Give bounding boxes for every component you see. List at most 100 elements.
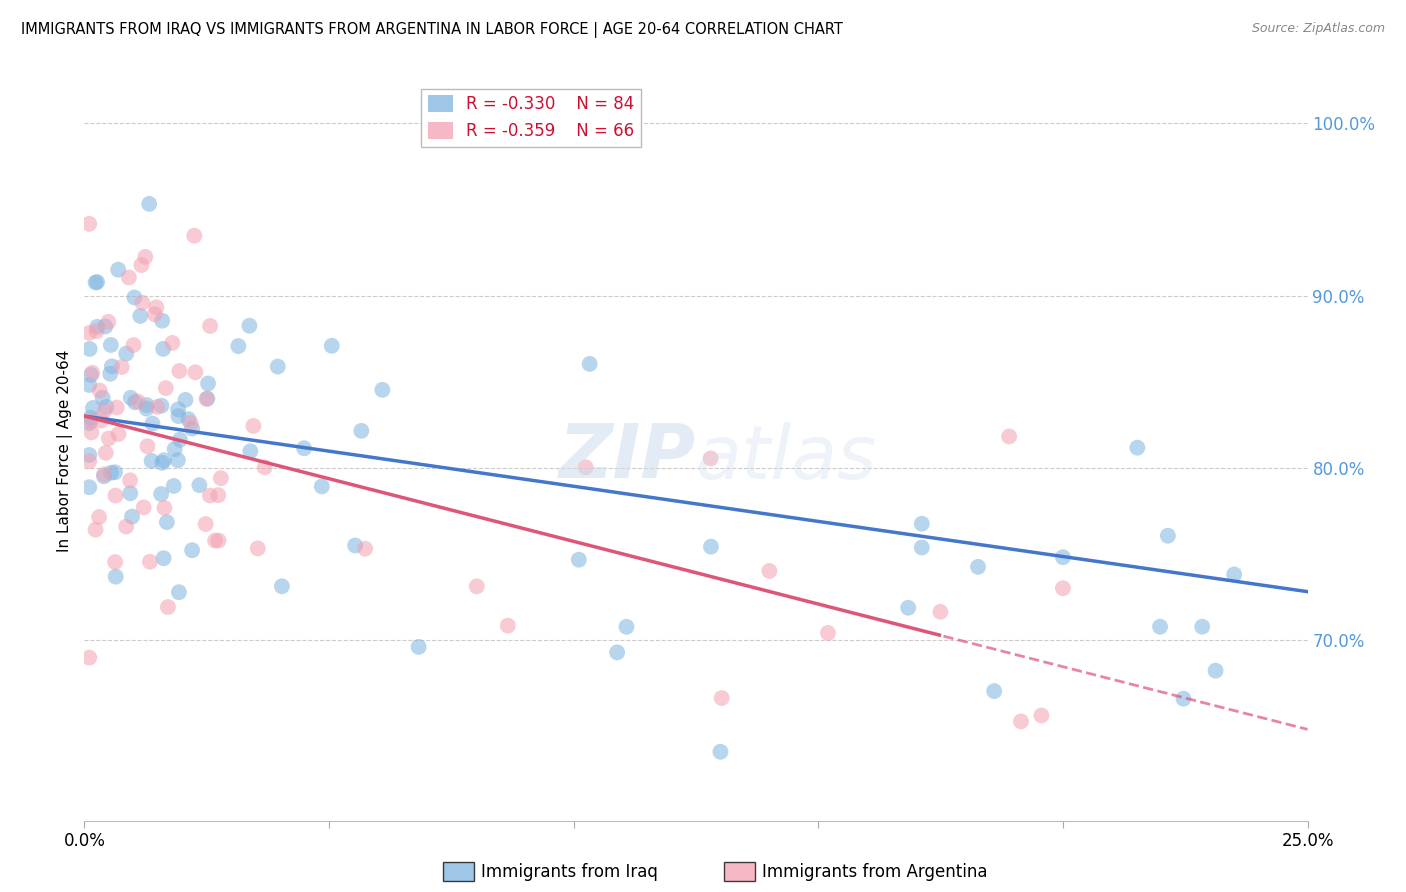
Point: [141, 454, 163, 468]
Point: [194, 517, 217, 532]
Text: Immigrants from Argentina: Immigrants from Argentina: [762, 863, 987, 881]
Point: [1205, 664, 1227, 678]
Point: [77, 480, 100, 494]
Point: [311, 479, 333, 493]
Point: [100, 466, 122, 480]
Point: [354, 541, 377, 556]
Point: [817, 626, 839, 640]
Text: IMMIGRANTS FROM IRAQ VS IMMIGRANTS FROM ARGENTINA IN LABOR FORCE | AGE 20-64 COR: IMMIGRANTS FROM IRAQ VS IMMIGRANTS FROM …: [21, 22, 844, 38]
Point: [253, 460, 276, 475]
Point: [100, 338, 122, 352]
Text: Source: ZipAtlas.com: Source: ZipAtlas.com: [1251, 22, 1385, 36]
Point: [77, 448, 100, 462]
Point: [135, 398, 157, 412]
Point: [181, 543, 204, 558]
Point: [79, 410, 101, 425]
Point: [87, 510, 110, 524]
Point: [167, 402, 190, 417]
Point: [77, 378, 100, 392]
Point: [77, 650, 100, 665]
Point: [174, 392, 197, 407]
Point: [1031, 708, 1053, 723]
Point: [1173, 691, 1195, 706]
Point: [79, 414, 101, 428]
Point: [408, 640, 430, 654]
Point: [77, 217, 100, 231]
Point: [134, 250, 156, 264]
Point: [197, 376, 219, 391]
Point: [758, 564, 780, 578]
Point: [143, 307, 166, 321]
Point: [89, 384, 111, 398]
Point: [1149, 620, 1171, 634]
Point: [239, 444, 262, 458]
Point: [141, 417, 163, 431]
Point: [246, 541, 269, 556]
Point: [967, 559, 990, 574]
Point: [107, 427, 129, 442]
Point: [120, 486, 142, 500]
Point: [80, 425, 103, 440]
Point: [77, 454, 100, 468]
Point: [897, 600, 920, 615]
Point: [204, 533, 226, 548]
Point: [145, 301, 167, 315]
Point: [86, 324, 108, 338]
Text: Immigrants from Iraq: Immigrants from Iraq: [481, 863, 658, 881]
Point: [167, 409, 190, 423]
Point: [90, 413, 112, 427]
Point: [96, 400, 118, 414]
Point: [107, 262, 129, 277]
Point: [138, 197, 160, 211]
Point: [104, 569, 127, 583]
Point: [86, 319, 108, 334]
Point: [350, 424, 373, 438]
Point: [150, 399, 173, 413]
Point: [183, 228, 205, 243]
Point: [496, 618, 519, 632]
Point: [131, 295, 153, 310]
Point: [150, 314, 173, 328]
Point: [162, 335, 184, 350]
Point: [122, 338, 145, 352]
Point: [568, 552, 591, 566]
Point: [79, 342, 101, 356]
Point: [207, 533, 229, 548]
Point: [132, 500, 155, 515]
Point: [77, 417, 100, 431]
Point: [121, 509, 143, 524]
Point: [155, 381, 177, 395]
Point: [198, 318, 221, 333]
Point: [84, 523, 107, 537]
Point: [292, 442, 315, 456]
Point: [115, 346, 138, 360]
Point: [195, 392, 218, 406]
Point: [84, 276, 107, 290]
Point: [146, 400, 169, 414]
Point: [177, 412, 200, 426]
Legend: R = -0.330    N = 84, R = -0.359    N = 66: R = -0.330 N = 84, R = -0.359 N = 66: [420, 88, 641, 146]
Point: [321, 339, 343, 353]
Point: [167, 453, 190, 467]
Point: [97, 315, 120, 329]
Point: [1010, 714, 1032, 729]
Point: [120, 391, 142, 405]
Point: [91, 391, 114, 405]
Point: [93, 469, 115, 483]
Point: [700, 540, 723, 554]
Point: [104, 555, 127, 569]
Point: [111, 359, 134, 374]
Point: [209, 471, 232, 485]
Point: [929, 605, 952, 619]
Point: [1052, 581, 1074, 595]
Point: [710, 691, 733, 706]
Point: [169, 364, 191, 378]
Point: [153, 500, 176, 515]
Point: [131, 258, 153, 272]
Point: [606, 645, 628, 659]
Point: [699, 451, 721, 466]
Point: [135, 401, 157, 416]
Point: [575, 460, 598, 475]
Point: [82, 401, 104, 415]
Point: [228, 339, 250, 353]
